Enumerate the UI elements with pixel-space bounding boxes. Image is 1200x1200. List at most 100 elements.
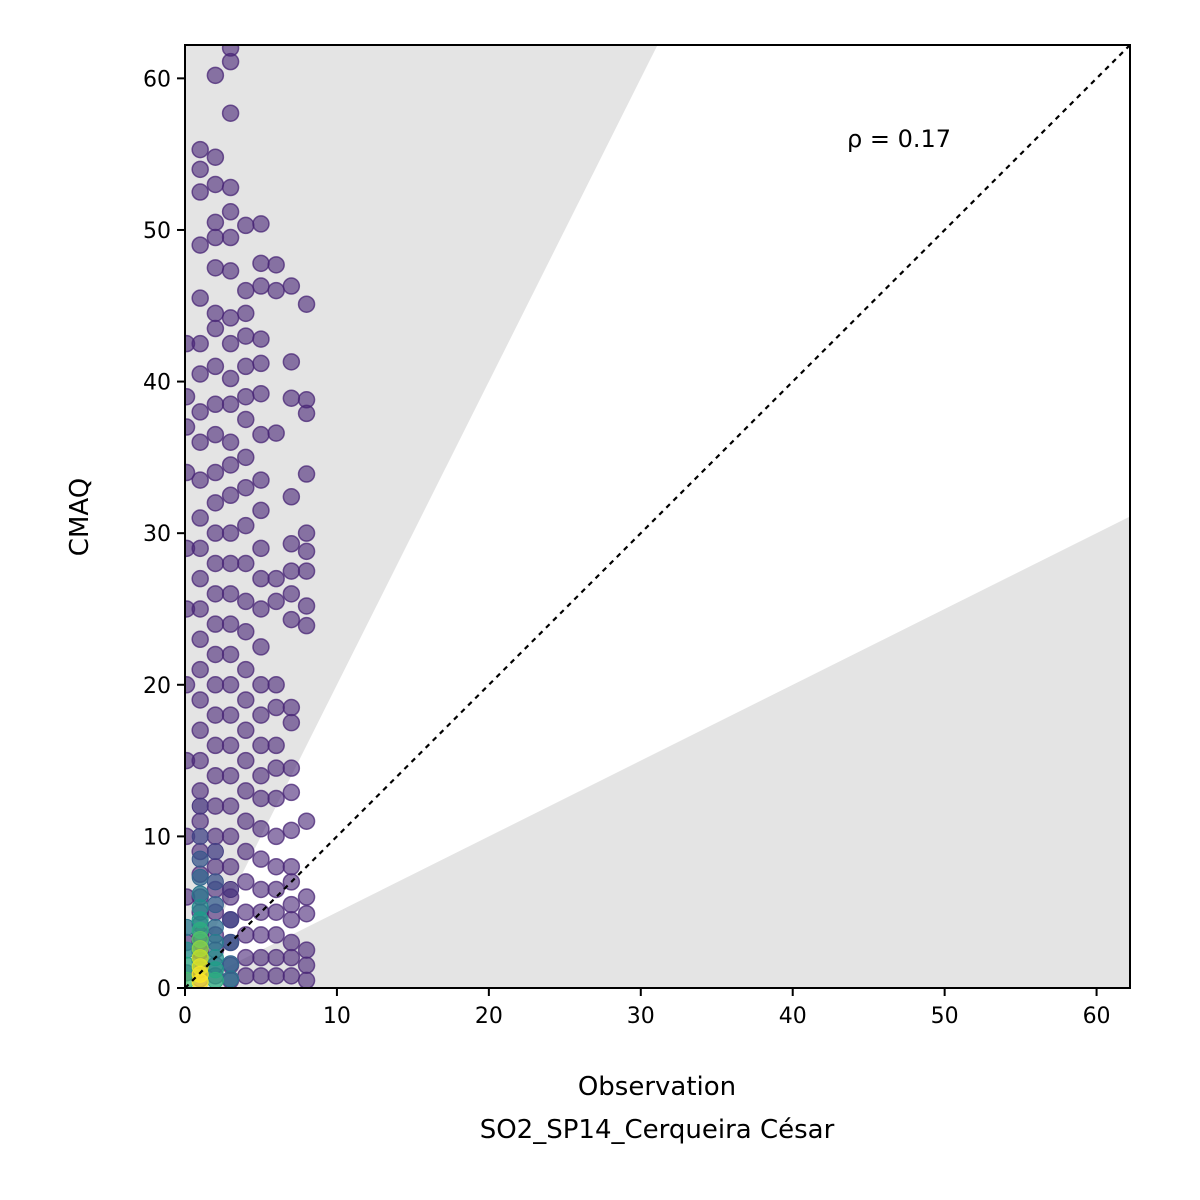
data-point	[237, 926, 255, 944]
data-point	[221, 486, 240, 505]
data-point	[191, 403, 209, 421]
data-point	[282, 933, 301, 952]
data-point	[206, 706, 225, 724]
data-point	[267, 281, 285, 300]
data-point	[267, 926, 285, 944]
data-point	[185, 463, 196, 482]
data-point	[237, 691, 255, 709]
data-point	[206, 645, 225, 664]
data-point	[191, 569, 209, 588]
data-point	[206, 615, 225, 633]
data-point	[185, 751, 196, 770]
data-point	[206, 304, 225, 323]
data-point-dense	[206, 873, 224, 891]
data-point	[252, 384, 270, 403]
data-point	[282, 857, 301, 876]
data-point	[297, 465, 316, 483]
data-point	[252, 820, 270, 838]
data-point	[282, 585, 301, 603]
data-point	[282, 783, 301, 802]
factor-two-upper-shading	[185, 45, 658, 988]
data-point	[237, 554, 255, 573]
factor-two-lower-shading	[185, 516, 1130, 988]
data-point	[297, 524, 316, 542]
data-point	[221, 524, 240, 542]
data-point	[237, 622, 255, 641]
x-tick-label: 10	[323, 1004, 351, 1029]
data-point	[206, 585, 225, 603]
data-point	[252, 948, 270, 967]
data-point	[297, 812, 316, 830]
data-point	[297, 616, 316, 635]
data-point	[206, 463, 225, 482]
data-point	[282, 562, 301, 580]
data-point	[252, 539, 270, 558]
y-tick-label: 60	[143, 67, 171, 92]
data-point	[221, 45, 240, 57]
data-point	[191, 782, 209, 800]
data-point	[267, 880, 285, 899]
data-point	[297, 888, 316, 906]
x-tick-label: 50	[931, 1004, 959, 1029]
data-point	[297, 956, 316, 975]
data-point	[252, 638, 270, 656]
data-point	[297, 542, 316, 561]
data-point	[237, 782, 255, 800]
data-point	[267, 789, 285, 808]
data-point	[267, 736, 285, 755]
data-point	[267, 676, 285, 694]
data-point	[297, 904, 316, 923]
data-point	[252, 254, 270, 273]
data-point	[221, 706, 240, 724]
data-point	[191, 471, 209, 489]
data-point	[252, 330, 270, 348]
data-point	[221, 827, 240, 846]
data-point	[221, 645, 240, 664]
data-point-dense	[191, 797, 209, 815]
data-point-dense	[191, 850, 209, 868]
data-point	[206, 676, 225, 694]
x-tick-label: 0	[178, 1004, 192, 1029]
data-point	[237, 357, 255, 376]
data-point	[206, 857, 225, 876]
correlation-annotation: ρ = 0.17	[847, 125, 951, 153]
data-point	[237, 592, 255, 611]
data-point	[221, 766, 240, 785]
data-point	[282, 821, 301, 840]
data-point	[206, 827, 225, 846]
data-point	[221, 433, 240, 451]
x-tick-label: 20	[475, 1004, 503, 1029]
data-point	[221, 178, 240, 197]
data-point	[282, 759, 301, 777]
data-point	[206, 148, 225, 166]
data-point	[237, 410, 255, 429]
data-point	[191, 289, 209, 307]
data-point	[221, 262, 240, 280]
data-point	[191, 630, 209, 649]
y-axis-title: CMAQ	[65, 478, 95, 556]
data-point	[185, 600, 196, 618]
data-point	[221, 309, 240, 327]
identity-line	[185, 45, 1130, 988]
data-point	[282, 610, 301, 629]
data-point	[206, 425, 225, 444]
data-point	[267, 698, 285, 717]
data-point	[282, 967, 301, 985]
data-point	[252, 354, 270, 373]
data-point	[297, 971, 316, 988]
data-point	[267, 759, 285, 777]
data-point	[191, 183, 209, 201]
data-point	[267, 857, 285, 876]
data-point-dense	[206, 918, 224, 936]
data-point	[185, 334, 196, 353]
data-point	[237, 216, 255, 235]
data-point	[206, 797, 225, 815]
data-point	[221, 228, 240, 247]
plot-area	[185, 45, 1130, 988]
y-tick-label: 0	[157, 977, 171, 1002]
data-point	[221, 395, 240, 414]
data-point	[206, 228, 225, 247]
data-point-dense	[206, 971, 224, 988]
data-point	[206, 766, 225, 785]
data-point	[221, 797, 240, 815]
